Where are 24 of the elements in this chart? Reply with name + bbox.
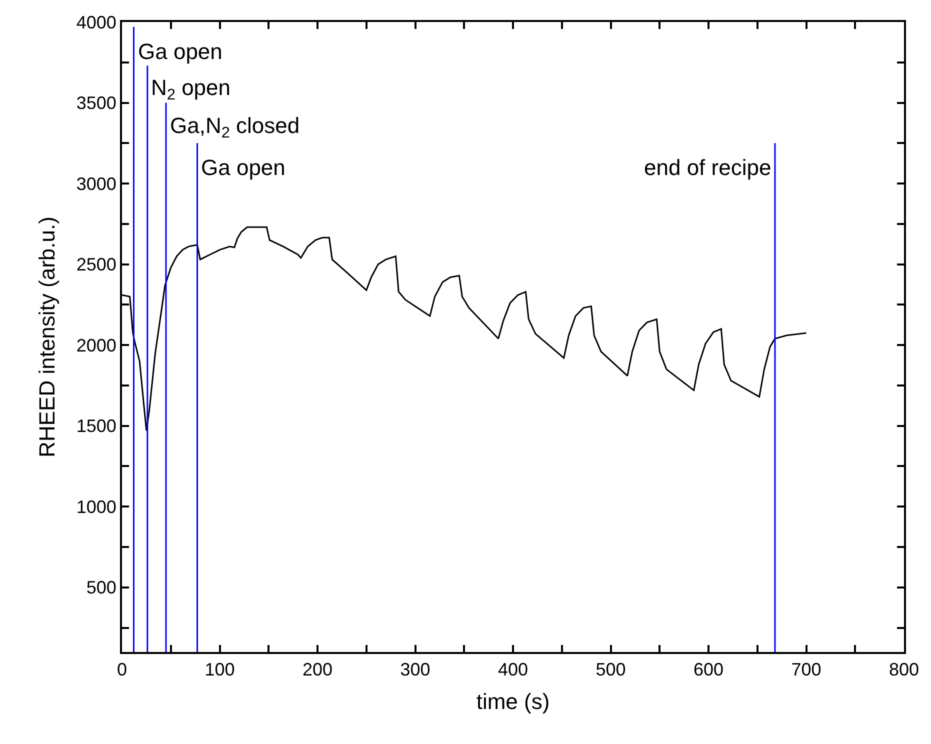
annotation: end of recipe	[644, 155, 772, 180]
annotation: Ga open	[201, 155, 286, 180]
y-tick-label: 4000	[76, 12, 116, 32]
x-tick-label: 500	[596, 660, 626, 680]
x-tick-label: 600	[693, 660, 724, 680]
y-tick-label: 2000	[76, 335, 116, 356]
y-tick-label: 2500	[76, 254, 116, 275]
y-tick-label: 1000	[76, 496, 116, 517]
x-axis-title: time (s)	[476, 689, 550, 714]
y-axis-title: RHEED intensity (arb.u.)	[34, 216, 60, 458]
x-tick-label: 100	[204, 660, 235, 680]
x-tick-label: 300	[400, 660, 430, 680]
x-tick-label: 200	[302, 660, 333, 680]
y-tick-label: 1500	[76, 416, 116, 436]
y-tick-label: 3500	[76, 93, 116, 114]
x-tick-label: 0	[116, 660, 128, 680]
x-tick-label: 400	[498, 660, 528, 680]
y-tick-label: 500	[86, 578, 116, 598]
annotation: Ga open	[138, 39, 222, 64]
x-tick-label: 800	[888, 660, 920, 680]
annotation: N$_{2}$ open	[151, 75, 231, 104]
x-tick-label: 700	[791, 660, 822, 680]
y-tick-label: 3000	[76, 174, 116, 194]
annotation: Ga,N$_{2}$ closed	[170, 113, 300, 142]
